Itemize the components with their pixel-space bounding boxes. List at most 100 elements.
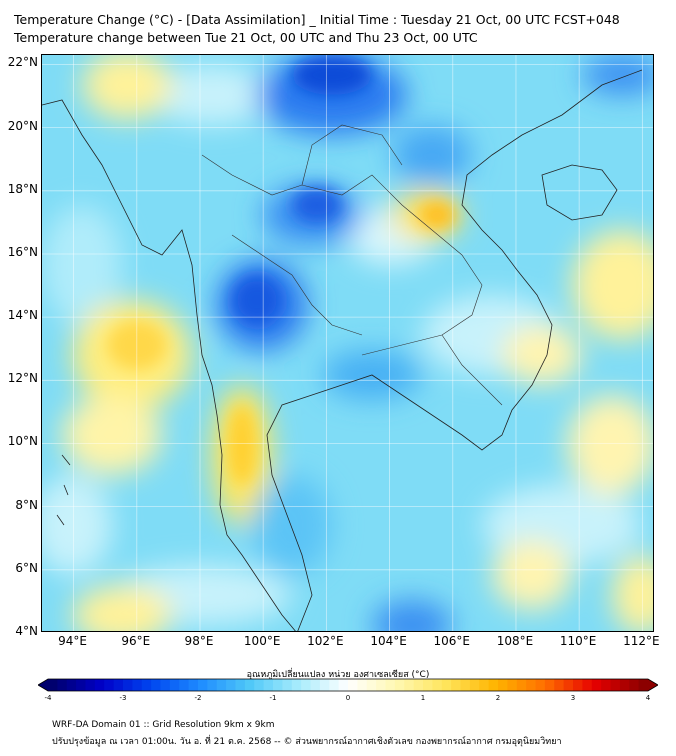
colorbar-segment xyxy=(291,679,302,691)
colorbar-segment xyxy=(207,679,218,691)
longitude-label: 106°E xyxy=(433,634,471,648)
colorbar-segment xyxy=(235,679,246,691)
colorbar-segment xyxy=(179,679,190,691)
longitude-label: 94°E xyxy=(58,634,88,648)
colorbar-outline xyxy=(38,678,658,692)
colorbar-segment xyxy=(282,679,293,691)
latitude-label: 16°N xyxy=(7,244,38,259)
coastlines xyxy=(42,69,643,631)
mainland-coastline xyxy=(42,99,296,631)
field-blob-cool xyxy=(582,55,653,95)
latitude-label: 12°N xyxy=(7,371,38,386)
field-core-warm xyxy=(228,405,256,485)
border-line xyxy=(441,334,503,406)
colorbar-tick-label: 4 xyxy=(645,694,651,702)
colorbar-segment xyxy=(263,679,274,691)
colorbar-tick-label: -2 xyxy=(194,694,202,702)
field-blob-warm xyxy=(502,325,582,385)
gridlines xyxy=(42,55,653,631)
field-blob-pale xyxy=(42,475,112,575)
border-line xyxy=(301,124,403,186)
colorbar-tick-label: 0 xyxy=(345,694,351,702)
colorbar-segment xyxy=(160,679,171,691)
temperature-change-map xyxy=(41,54,654,632)
hainan-island xyxy=(541,164,618,221)
colorbar-segment xyxy=(85,679,96,691)
field-core-cool xyxy=(232,275,282,325)
colorbar-segment xyxy=(526,679,537,691)
colorbar-segment xyxy=(619,679,630,691)
latitude-label: 8°N xyxy=(15,497,38,512)
latitude-label: 22°N xyxy=(7,55,38,70)
field-blob-pale xyxy=(152,65,272,125)
colorbar-segment xyxy=(254,679,265,691)
colorbar-segment xyxy=(357,679,368,691)
colorbar-segment xyxy=(573,679,583,691)
colorbar-segment xyxy=(591,679,602,691)
colorbar-segment xyxy=(132,679,143,691)
colorbar-segment xyxy=(563,679,574,691)
colorbar-segment xyxy=(413,679,424,691)
colorbar-segment xyxy=(48,679,58,691)
border-line xyxy=(231,234,363,336)
border-line xyxy=(201,154,483,356)
colorbar-tick-label: -4 xyxy=(44,694,52,702)
colorbar-segment xyxy=(516,679,527,691)
colorbar-segment xyxy=(554,679,565,691)
field-blob-cool xyxy=(372,600,452,631)
longitude-label: 112°E xyxy=(623,634,660,648)
colorbar-segment xyxy=(113,679,124,691)
colorbar-segment xyxy=(638,679,649,691)
latitude-label: 14°N xyxy=(7,308,38,323)
colorbar-tick-label: -1 xyxy=(269,694,277,702)
latitude-label: 10°N xyxy=(7,434,38,449)
footer-credit: ปรับปรุงข้อมูล ณ เวลา 01:00น. วัน อ. ที่… xyxy=(52,737,562,747)
colorbar-segment xyxy=(169,679,180,691)
field-blob-warm xyxy=(72,585,172,631)
colorbar-segment xyxy=(141,679,152,691)
colorbar-segment xyxy=(610,679,621,691)
longitude-label: 108°E xyxy=(496,634,534,648)
colorbar-segment xyxy=(507,679,518,691)
colorbar-segment xyxy=(488,679,499,691)
field-blob-warm xyxy=(82,55,172,120)
colorbar-tick-label: 3 xyxy=(570,694,576,702)
colorbar-segment xyxy=(601,679,612,691)
colorbar-tick-label: 2 xyxy=(495,694,501,702)
colorbar-segment xyxy=(629,679,640,691)
colorbar-segment xyxy=(460,679,471,691)
colorbar-segment xyxy=(66,679,77,691)
colorbar-segment xyxy=(273,679,283,691)
colorbar-segment xyxy=(441,679,452,691)
field-blob-warm xyxy=(62,395,162,475)
colorbar-segment xyxy=(216,679,227,691)
colorbar-segment xyxy=(329,679,340,691)
colorbar-segment xyxy=(57,679,68,691)
colorbar-segment xyxy=(338,679,349,691)
colorbar-segment xyxy=(423,679,433,691)
colorbar-segment xyxy=(366,679,377,691)
colorbar-segment xyxy=(544,679,555,691)
colorbar-segment xyxy=(94,679,105,691)
field-blob-warm xyxy=(567,395,653,495)
colorbar-segment xyxy=(469,679,480,691)
latitude-label: 18°N xyxy=(7,181,38,196)
map-canvas xyxy=(42,55,653,631)
colorbar-segment xyxy=(479,679,490,691)
colorbar-segment xyxy=(226,679,237,691)
colorbar-tick-label: 1 xyxy=(420,694,426,702)
islands xyxy=(56,454,71,526)
colorbar-segment xyxy=(376,679,387,691)
colorbar-tick-label: -3 xyxy=(119,694,127,702)
longitude-label: 100°E xyxy=(243,634,281,648)
map-title: Temperature Change (°C) - [Data Assimila… xyxy=(14,12,620,27)
colorbar-segment xyxy=(348,679,358,691)
colorbar-min-extend xyxy=(38,679,48,691)
latitude-label: 4°N xyxy=(15,624,38,638)
colorbar-segment xyxy=(432,679,443,691)
field-core-warm xyxy=(419,201,455,229)
colorbar-segment xyxy=(123,679,133,691)
latitude-label: 6°N xyxy=(15,560,38,575)
colorbar-title: อุณหภูมิเปลี่ยนแปลง หน่วย องศาเซลเซียส (… xyxy=(246,670,430,680)
colorbar-segment xyxy=(535,679,546,691)
